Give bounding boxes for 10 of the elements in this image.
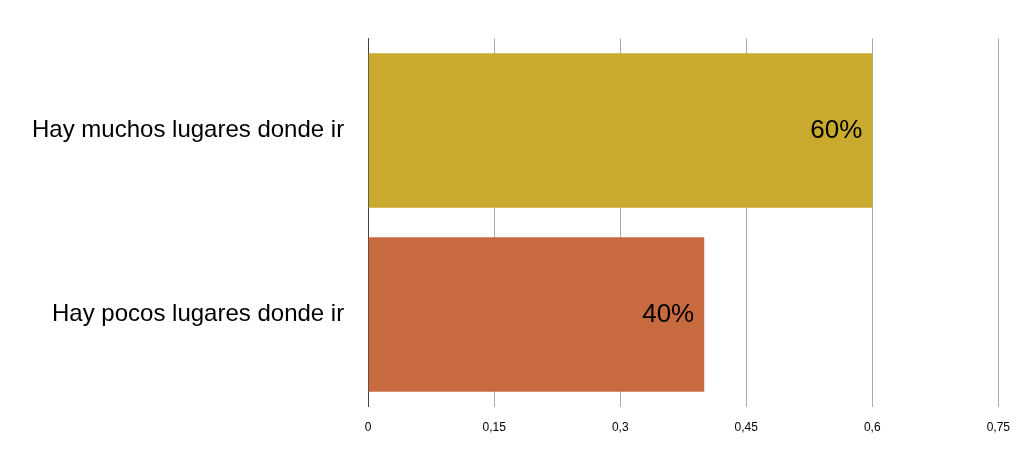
data-label: 40% bbox=[642, 297, 695, 328]
x-tick-label: 0,45 bbox=[734, 420, 759, 435]
x-tick-label: 0 bbox=[364, 420, 372, 435]
x-tick-label: 0,75 bbox=[986, 420, 1011, 435]
data-label: 60% bbox=[810, 113, 863, 144]
y-tick-label: Hay pocos lugares donde ir bbox=[51, 299, 345, 327]
y-tick-label: Hay muchos lugares donde ir bbox=[31, 115, 345, 143]
x-tick-label: 0,3 bbox=[611, 420, 629, 435]
x-tick-label: 0,15 bbox=[482, 420, 507, 435]
x-tick-label: 0,6 bbox=[863, 420, 881, 435]
